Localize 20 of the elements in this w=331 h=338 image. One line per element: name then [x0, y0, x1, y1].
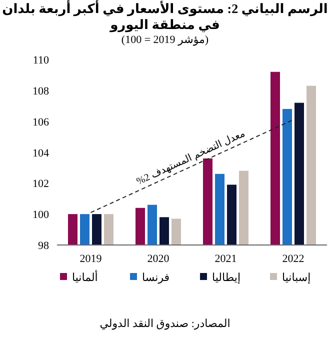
- y-tick-label: 104: [32, 147, 50, 160]
- y-tick-label: 110: [32, 54, 50, 66]
- chart-title: الرسم البياني 2: مستوى الأسعار في أكبر أربعة بلدان في منطقة اليورو: [2, 0, 328, 33]
- x-tick-label: 2020: [147, 253, 170, 265]
- line-series: [90, 119, 294, 214]
- legend-label: إيطاليا: [212, 272, 241, 284]
- x-tick-label: 2021: [214, 253, 237, 265]
- y-tick-label: 106: [32, 116, 50, 128]
- x-tick-label: 2022: [282, 253, 304, 265]
- annotation: معدل التضخم المستهدف 2%: [135, 128, 247, 188]
- legend-label: ألمانيا: [72, 270, 98, 284]
- legend-label: فرنسا: [142, 272, 170, 284]
- y-tick-label: 108: [32, 85, 50, 98]
- x-tick-label: 2019: [80, 253, 102, 265]
- text: المصادر: صندوق النقد الدولي: [100, 318, 230, 330]
- y-tick-label: 98: [38, 240, 50, 252]
- y-tick-label: 102: [32, 178, 49, 190]
- chart-subtitle: (مؤشر 2019 = 100): [121, 34, 209, 46]
- y-tick-label: 100: [32, 209, 50, 222]
- legend-label: إسبانيا: [282, 272, 311, 284]
